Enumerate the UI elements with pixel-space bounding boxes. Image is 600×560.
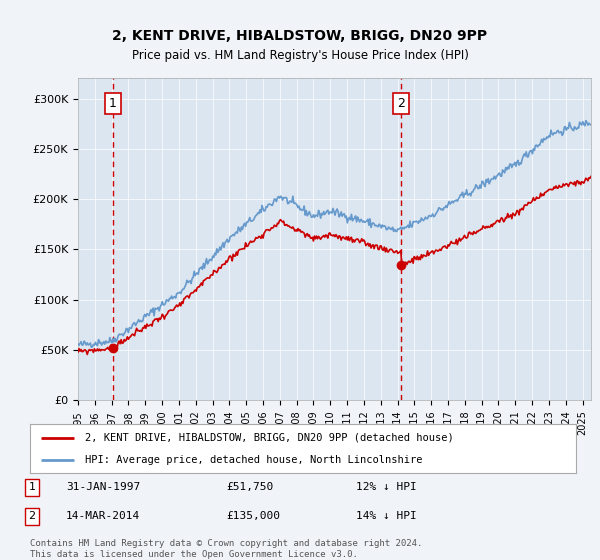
Text: 14-MAR-2014: 14-MAR-2014 bbox=[66, 511, 140, 521]
Text: 14% ↓ HPI: 14% ↓ HPI bbox=[356, 511, 417, 521]
Text: 31-JAN-1997: 31-JAN-1997 bbox=[66, 482, 140, 492]
Text: Contains HM Land Registry data © Crown copyright and database right 2024.: Contains HM Land Registry data © Crown c… bbox=[30, 539, 422, 548]
Text: 1: 1 bbox=[29, 482, 35, 492]
Text: 12% ↓ HPI: 12% ↓ HPI bbox=[356, 482, 417, 492]
Text: 2, KENT DRIVE, HIBALDSTOW, BRIGG, DN20 9PP (detached house): 2, KENT DRIVE, HIBALDSTOW, BRIGG, DN20 9… bbox=[85, 433, 454, 443]
Text: 1: 1 bbox=[109, 97, 117, 110]
Text: £135,000: £135,000 bbox=[227, 511, 281, 521]
Text: HPI: Average price, detached house, North Lincolnshire: HPI: Average price, detached house, Nort… bbox=[85, 455, 422, 465]
Text: Price paid vs. HM Land Registry's House Price Index (HPI): Price paid vs. HM Land Registry's House … bbox=[131, 49, 469, 63]
Text: 2: 2 bbox=[397, 97, 405, 110]
Text: 2, KENT DRIVE, HIBALDSTOW, BRIGG, DN20 9PP: 2, KENT DRIVE, HIBALDSTOW, BRIGG, DN20 9… bbox=[112, 29, 488, 44]
Text: £51,750: £51,750 bbox=[227, 482, 274, 492]
Text: This data is licensed under the Open Government Licence v3.0.: This data is licensed under the Open Gov… bbox=[30, 550, 358, 559]
Text: 2: 2 bbox=[29, 511, 35, 521]
